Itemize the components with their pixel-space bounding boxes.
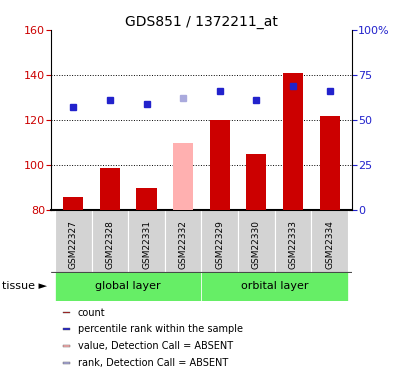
Text: count: count — [77, 308, 105, 318]
Bar — [55, 272, 201, 300]
Bar — [100, 168, 120, 210]
Bar — [55, 210, 92, 272]
Bar — [63, 328, 70, 330]
Text: global layer: global layer — [96, 281, 161, 291]
Bar — [201, 272, 348, 300]
Bar — [238, 210, 275, 272]
Bar — [136, 188, 156, 210]
Bar — [92, 210, 128, 272]
Text: GSM22327: GSM22327 — [69, 220, 78, 269]
Bar — [320, 116, 340, 210]
Text: GSM22333: GSM22333 — [288, 220, 297, 269]
Text: GSM22332: GSM22332 — [179, 220, 188, 269]
Bar — [283, 73, 303, 210]
Text: rank, Detection Call = ABSENT: rank, Detection Call = ABSENT — [77, 358, 228, 368]
Text: GSM22334: GSM22334 — [325, 220, 334, 269]
Text: orbital layer: orbital layer — [241, 281, 308, 291]
Bar — [128, 210, 165, 272]
Text: percentile rank within the sa​mple: percentile rank within the sa​mple — [77, 324, 243, 334]
Bar — [63, 345, 70, 347]
Bar — [173, 143, 193, 210]
Text: GSM22329: GSM22329 — [215, 220, 224, 269]
Bar — [63, 362, 70, 364]
Bar — [311, 210, 348, 272]
Bar — [63, 197, 83, 210]
Bar — [201, 210, 238, 272]
Title: GDS851 / 1372211_at: GDS851 / 1372211_at — [125, 15, 278, 29]
Bar — [210, 120, 230, 210]
Text: GSM22331: GSM22331 — [142, 220, 151, 269]
Bar — [275, 210, 311, 272]
Bar — [246, 154, 267, 210]
Text: value, Detection Call = ABSENT: value, Detection Call = ABSENT — [77, 341, 233, 351]
Text: tissue ►: tissue ► — [2, 281, 47, 291]
Text: GSM22328: GSM22328 — [105, 220, 115, 269]
Bar — [63, 312, 70, 314]
Bar — [165, 210, 201, 272]
Text: GSM22330: GSM22330 — [252, 220, 261, 269]
